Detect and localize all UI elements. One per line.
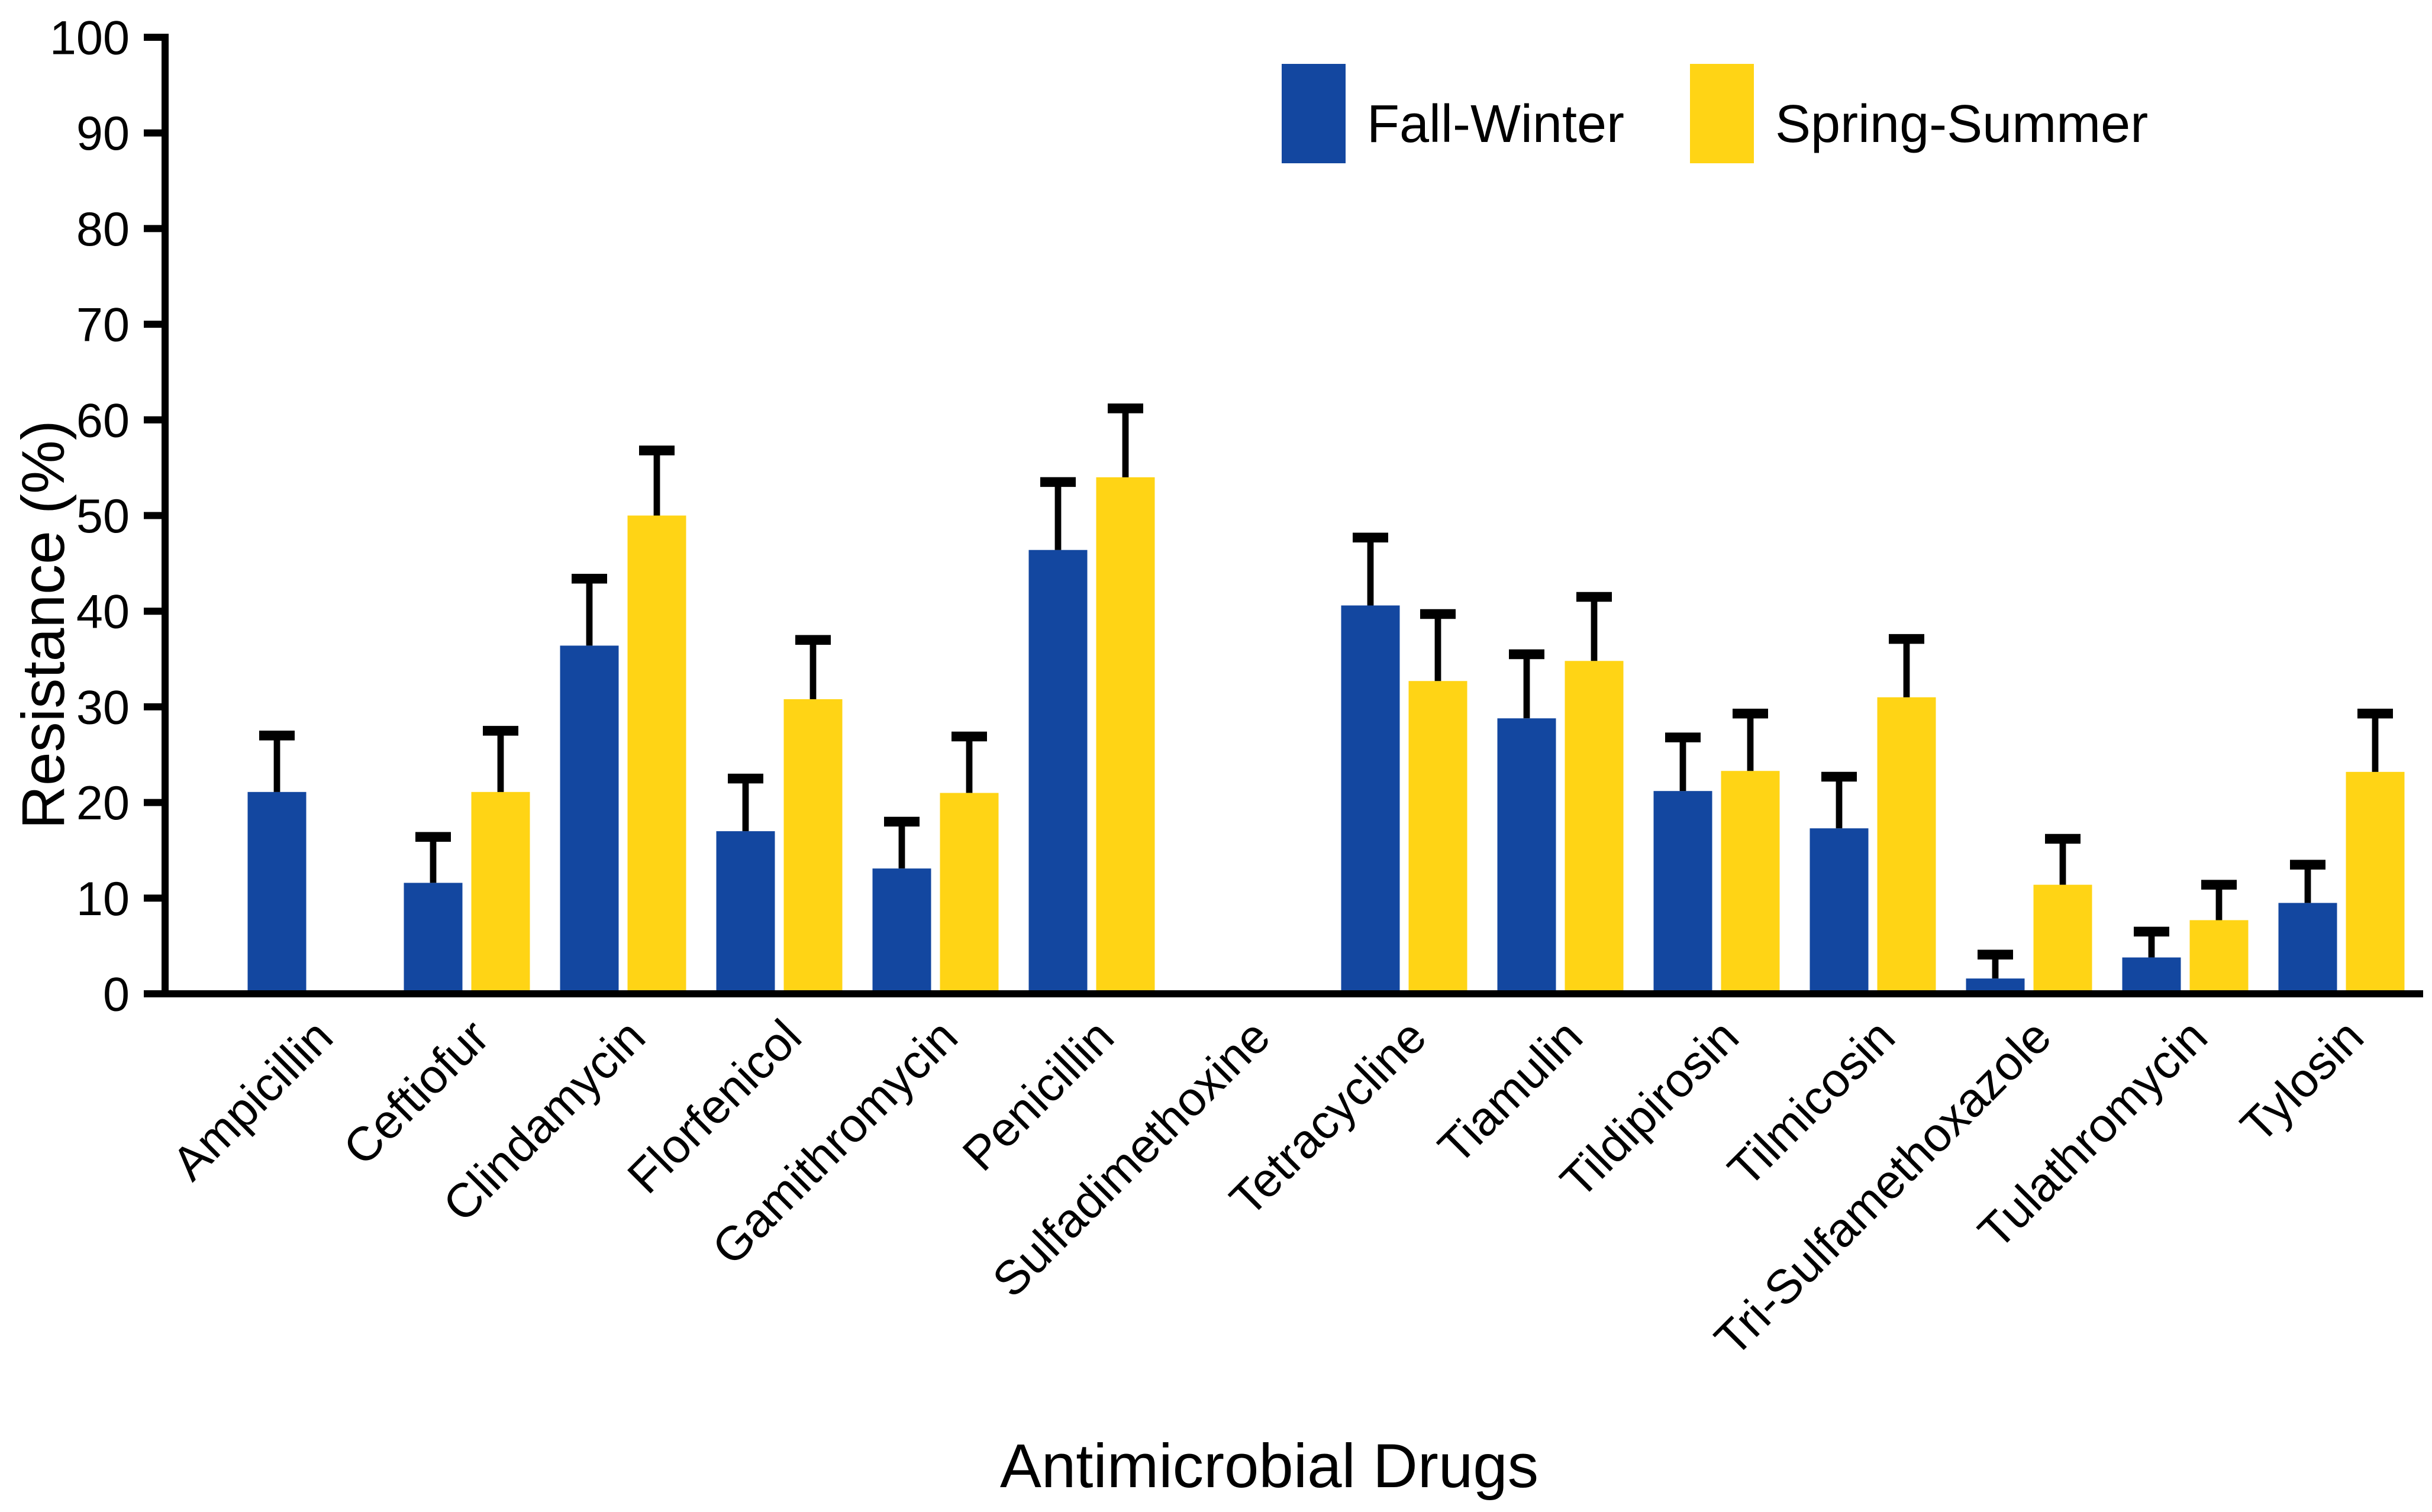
bar-fall-winter-ceftiofur (404, 883, 463, 994)
y-tick-label-60: 60 (76, 394, 130, 447)
bar-spring-summer-tilmicosin (1877, 697, 1936, 994)
bar-spring-summer-tylosin (2346, 771, 2405, 994)
x-category-label-ceftiofur: Ceftiofur (334, 1010, 499, 1175)
y-tick-label-20: 20 (76, 777, 130, 830)
y-axis-title: Resistance (%) (9, 420, 77, 829)
bar-spring-summer-clindamycin (627, 515, 686, 994)
y-tick-label-90: 90 (76, 107, 130, 160)
legend-label-spring-summer: Spring-Summer (1775, 95, 2148, 154)
bar-fall-winter-tilmicosin (1810, 828, 1869, 994)
x-category-label-tylosin: Tylosin (2231, 1010, 2374, 1153)
y-tick-label-80: 80 (76, 203, 130, 256)
bar-fall-winter-penicillin (1028, 550, 1088, 994)
y-tick-label-30: 30 (76, 681, 130, 734)
bar-fall-winter-tetracycline (1341, 605, 1400, 994)
y-tick-label-50: 50 (76, 490, 130, 543)
legend: Fall-Winter Spring-Summer (1282, 64, 2148, 163)
y-tick-label-10: 10 (76, 873, 130, 926)
bar-fall-winter-clindamycin (560, 645, 619, 994)
bar-spring-summer-tildipirosin (1721, 771, 1780, 994)
bar-fall-winter-tildipirosin (1653, 791, 1712, 994)
bar-fall-winter-tylosin (2278, 903, 2337, 994)
bar-spring-summer-penicillin (1096, 477, 1155, 994)
x-axis-title: Antimicrobial Drugs (1000, 1432, 1538, 1501)
x-category-label-tiamulin: Tiamulin (1428, 1010, 1593, 1174)
bar-fall-winter-tiamulin (1497, 718, 1556, 994)
bar-spring-summer-tri-sulfamethoxazole (2033, 884, 2092, 994)
y-tick-label-40: 40 (76, 586, 130, 639)
y-tick-label-70: 70 (76, 299, 130, 352)
bar-spring-summer-florfenicol (783, 699, 843, 994)
error-bars-group (259, 403, 2393, 979)
legend-label-fall-winter: Fall-Winter (1367, 95, 1624, 154)
y-tick-label-100: 100 (50, 12, 130, 65)
bar-spring-summer-ceftiofur (471, 791, 530, 994)
x-category-label-sulfadimethoxine: Sulfadimethoxine (983, 1010, 1280, 1307)
bar-fall-winter-tulathromycin (2122, 957, 2181, 994)
bar-spring-summer-tetracycline (1408, 681, 1467, 994)
legend-swatch-spring-summer (1690, 64, 1754, 163)
y-tick-label-0: 0 (103, 968, 130, 1022)
bar-fall-winter-gamithromycin (872, 868, 931, 994)
bar-spring-summer-tulathromycin (2189, 920, 2249, 994)
legend-swatch-fall-winter (1282, 64, 1346, 163)
bars-group (247, 477, 2405, 994)
x-category-label-ampicillin: Ampicillin (162, 1010, 343, 1191)
x-axis-group: AmpicillinCeftiofurClindamycinFlorfenico… (162, 990, 2423, 1366)
bar-spring-summer-gamithromycin (940, 793, 999, 994)
bar-spring-summer-tiamulin (1565, 661, 1624, 994)
bar-fall-winter-florfenicol (716, 831, 775, 994)
bar-fall-winter-ampicillin (247, 791, 307, 994)
y-axis-group: 0 10 20 30 40 50 60 70 80 90 100 (50, 12, 169, 1022)
